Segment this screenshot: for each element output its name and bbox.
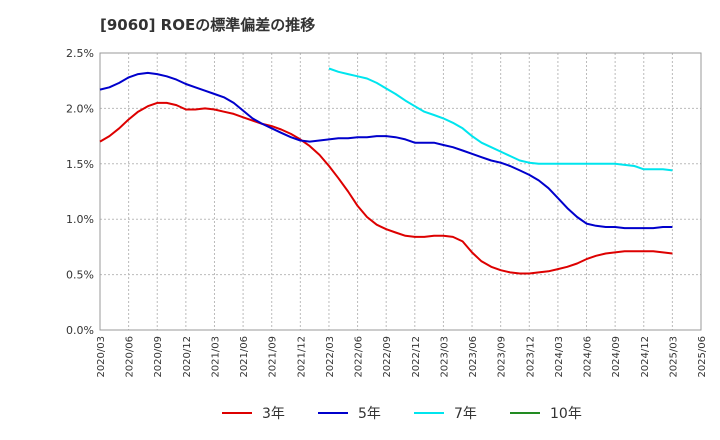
series-line-3年 <box>99 101 673 275</box>
y-tick-label: 1.5% <box>66 158 94 171</box>
x-tick-label: 2020/03 <box>96 336 107 378</box>
series-line-5年 <box>99 71 673 230</box>
x-tick-label: 2020/06 <box>125 336 136 378</box>
chart-title: [9060] ROEの標準偏差の推移 <box>100 16 316 34</box>
x-tick-label: 2021/03 <box>210 336 221 378</box>
x-tick-label: 2023/06 <box>468 336 479 378</box>
y-tick-label: 2.0% <box>66 102 94 115</box>
x-tick-label: 2020/12 <box>182 336 193 378</box>
x-tick-label: 2025/06 <box>697 336 708 378</box>
legend-label: 3年 <box>262 406 285 422</box>
y-axis-ticks: 0.0% 0.5% 1.0% 1.5% 2.0% 2.5% <box>66 47 94 337</box>
y-tick-label: 0.0% <box>66 324 94 337</box>
x-tick-label: 2020/09 <box>153 336 164 378</box>
x-tick-label: 2021/12 <box>296 336 307 378</box>
legend-label: 10年 <box>550 406 582 422</box>
x-tick-label: 2024/06 <box>583 336 594 378</box>
x-tick-label: 2022/09 <box>382 336 393 378</box>
x-axis-ticks: 2020/03 2020/06 2020/09 2020/12 2021/03 2021/… <box>96 336 708 378</box>
x-tick-label: 2021/09 <box>268 336 279 378</box>
x-tick-label: 2023/09 <box>497 336 508 378</box>
y-tick-label: 2.5% <box>66 47 94 60</box>
series-line-7年 <box>328 67 673 172</box>
x-tick-label: 2021/06 <box>239 336 250 378</box>
x-tick-label: 2024/03 <box>554 336 565 378</box>
x-tick-label: 2024/12 <box>640 336 651 378</box>
x-tick-label: 2023/12 <box>525 336 536 378</box>
grid <box>99 52 702 331</box>
x-tick-label: 2025/03 <box>668 336 679 378</box>
x-tick-label: 2022/03 <box>325 336 336 378</box>
series-lines <box>99 67 673 275</box>
legend: 3年 5年 7年 10年 <box>222 406 582 422</box>
legend-label: 5年 <box>358 406 381 422</box>
x-tick-label: 2023/03 <box>439 336 450 378</box>
x-tick-label: 2022/06 <box>354 336 365 378</box>
x-tick-label: 2024/09 <box>611 336 622 378</box>
legend-label: 7年 <box>454 406 477 422</box>
plot-frame <box>99 52 702 331</box>
x-tick-label: 2022/12 <box>411 336 422 378</box>
y-tick-label: 1.0% <box>66 213 94 226</box>
y-tick-label: 0.5% <box>66 269 94 282</box>
